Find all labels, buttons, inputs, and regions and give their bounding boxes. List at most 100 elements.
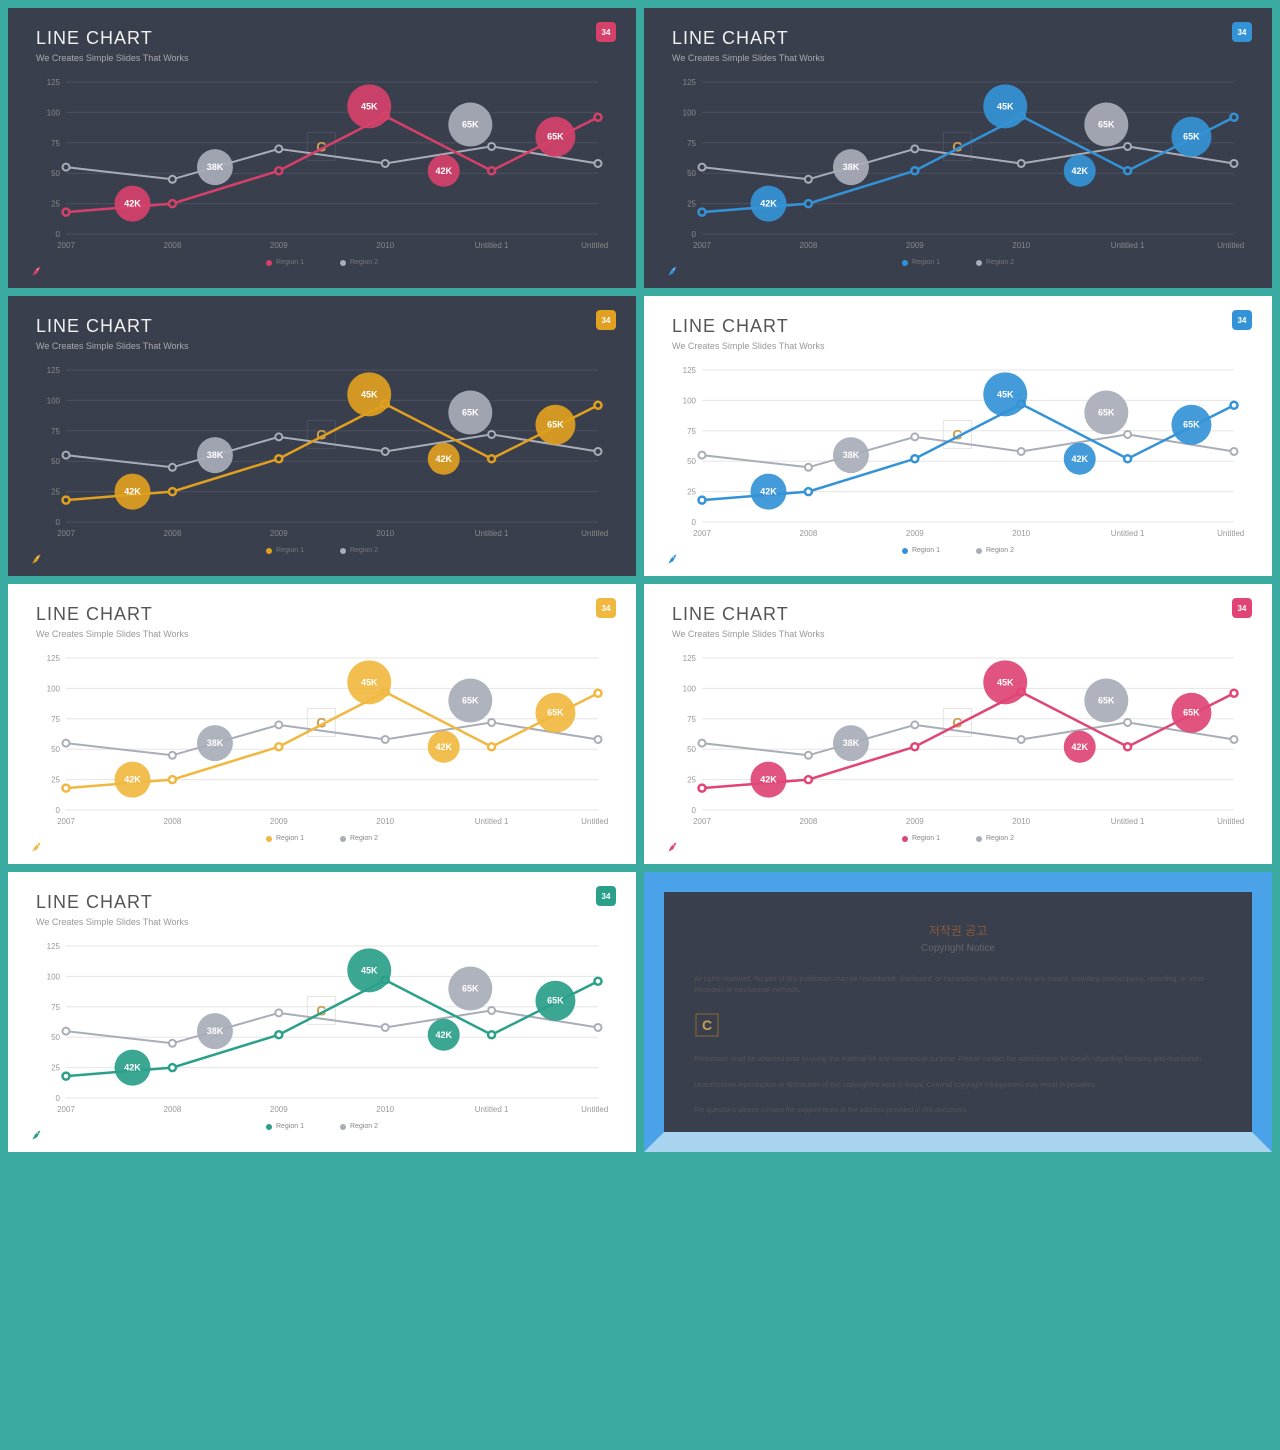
svg-text:50: 50 xyxy=(687,169,696,178)
chart-legend: Region 1 Region 2 xyxy=(8,259,636,266)
panel-title: LINE CHART xyxy=(672,28,1244,49)
svg-text:Untitled 1: Untitled 1 xyxy=(475,241,509,250)
svg-text:75: 75 xyxy=(51,139,60,148)
info-logo-icon: C xyxy=(694,1012,1222,1038)
svg-text:45K: 45K xyxy=(997,101,1014,111)
svg-text:125: 125 xyxy=(47,366,61,375)
chart-legend: Region 1 Region 2 xyxy=(644,835,1272,842)
svg-text:2007: 2007 xyxy=(57,1105,75,1114)
legend-item: Region 2 xyxy=(340,1123,378,1130)
chart-panel: LINE CHART We Creates Simple Slides That… xyxy=(644,296,1272,576)
rocket-icon xyxy=(666,264,680,278)
svg-text:125: 125 xyxy=(47,942,61,951)
svg-text:125: 125 xyxy=(683,366,697,375)
svg-text:2008: 2008 xyxy=(800,529,818,538)
svg-text:0: 0 xyxy=(56,230,61,239)
chart-legend: Region 1 Region 2 xyxy=(644,547,1272,554)
svg-text:45K: 45K xyxy=(997,389,1014,399)
svg-text:50: 50 xyxy=(51,457,60,466)
svg-text:42K: 42K xyxy=(435,1030,452,1040)
svg-text:2008: 2008 xyxy=(800,817,818,826)
legend-label: Region 2 xyxy=(986,259,1014,266)
svg-text:25: 25 xyxy=(51,1064,60,1073)
svg-text:2009: 2009 xyxy=(906,817,924,826)
svg-text:65K: 65K xyxy=(1183,132,1200,142)
svg-text:38K: 38K xyxy=(207,1026,224,1036)
legend-item: Region 2 xyxy=(340,835,378,842)
svg-text:42K: 42K xyxy=(124,775,141,785)
svg-text:42K: 42K xyxy=(124,199,141,209)
legend-label: Region 2 xyxy=(986,547,1014,554)
legend-label: Region 1 xyxy=(276,835,304,842)
svg-text:45K: 45K xyxy=(361,101,378,111)
svg-text:38K: 38K xyxy=(843,738,860,748)
svg-text:0: 0 xyxy=(692,518,697,527)
rocket-icon xyxy=(666,552,680,566)
svg-text:Untitled 1: Untitled 1 xyxy=(475,1105,509,1114)
chart-panel: LINE CHART We Creates Simple Slides That… xyxy=(8,8,636,288)
svg-text:100: 100 xyxy=(47,396,61,405)
svg-text:Untitled 2: Untitled 2 xyxy=(581,1105,608,1114)
legend-item: Region 2 xyxy=(976,835,1014,842)
chart-legend: Region 1 Region 2 xyxy=(8,547,636,554)
panel-title: LINE CHART xyxy=(36,892,608,913)
svg-text:Untitled 2: Untitled 2 xyxy=(1217,241,1244,250)
svg-text:42K: 42K xyxy=(1071,454,1088,464)
copyright-panel: 저작권 공고 Copyright Notice All rights reser… xyxy=(644,872,1272,1152)
svg-text:38K: 38K xyxy=(843,162,860,172)
info-title-kr: 저작권 공고 xyxy=(694,922,1222,939)
svg-text:65K: 65K xyxy=(547,708,564,718)
page-badge: 34 xyxy=(1232,22,1252,42)
svg-text:75: 75 xyxy=(687,139,696,148)
panel-title: LINE CHART xyxy=(36,316,608,337)
svg-text:Untitled 1: Untitled 1 xyxy=(1111,529,1145,538)
chart-panel: LINE CHART We Creates Simple Slides That… xyxy=(8,872,636,1152)
chart-area: 02550751001252007200820092010Untitled 1U… xyxy=(40,366,608,540)
svg-text:65K: 65K xyxy=(1098,120,1115,130)
svg-text:25: 25 xyxy=(51,488,60,497)
svg-text:42K: 42K xyxy=(435,454,452,464)
svg-text:75: 75 xyxy=(51,1003,60,1012)
svg-text:45K: 45K xyxy=(361,677,378,687)
chart-area: 02550751001252007200820092010Untitled 1U… xyxy=(676,366,1244,540)
svg-text:50: 50 xyxy=(51,169,60,178)
svg-text:0: 0 xyxy=(692,806,697,815)
svg-text:38K: 38K xyxy=(207,450,224,460)
svg-text:45K: 45K xyxy=(997,677,1014,687)
panel-subtitle: We Creates Simple Slides That Works xyxy=(36,629,608,639)
rocket-icon xyxy=(30,264,44,278)
svg-text:Untitled 2: Untitled 2 xyxy=(581,529,608,538)
legend-item: Region 1 xyxy=(266,835,304,842)
svg-text:42K: 42K xyxy=(1071,742,1088,752)
legend-label: Region 2 xyxy=(350,547,378,554)
svg-text:65K: 65K xyxy=(462,984,479,994)
svg-text:2010: 2010 xyxy=(1012,817,1030,826)
info-para: Unauthorized reproduction or distributio… xyxy=(694,1080,1222,1091)
svg-text:2009: 2009 xyxy=(270,817,288,826)
panel-subtitle: We Creates Simple Slides That Works xyxy=(36,53,608,63)
svg-text:2009: 2009 xyxy=(270,529,288,538)
page-badge: 34 xyxy=(1232,598,1252,618)
svg-text:42K: 42K xyxy=(435,742,452,752)
svg-text:0: 0 xyxy=(56,1094,61,1103)
svg-text:2008: 2008 xyxy=(164,1105,182,1114)
svg-text:100: 100 xyxy=(683,396,697,405)
chart-area: 02550751001252007200820092010Untitled 1U… xyxy=(676,78,1244,252)
page-badge: 34 xyxy=(596,598,616,618)
legend-item: Region 2 xyxy=(976,259,1014,266)
legend-label: Region 2 xyxy=(350,835,378,842)
svg-text:42K: 42K xyxy=(124,487,141,497)
chart-legend: Region 1 Region 2 xyxy=(644,259,1272,266)
panel-subtitle: We Creates Simple Slides That Works xyxy=(672,341,1244,351)
chart-legend: Region 1 Region 2 xyxy=(8,1123,636,1130)
svg-text:2008: 2008 xyxy=(800,241,818,250)
legend-item: Region 1 xyxy=(266,547,304,554)
panel-subtitle: We Creates Simple Slides That Works xyxy=(36,341,608,351)
svg-text:Untitled 2: Untitled 2 xyxy=(1217,529,1244,538)
svg-text:42K: 42K xyxy=(760,775,777,785)
svg-text:Untitled 1: Untitled 1 xyxy=(475,529,509,538)
legend-item: Region 1 xyxy=(266,1123,304,1130)
legend-label: Region 1 xyxy=(276,547,304,554)
svg-text:75: 75 xyxy=(51,715,60,724)
svg-text:2010: 2010 xyxy=(376,529,394,538)
